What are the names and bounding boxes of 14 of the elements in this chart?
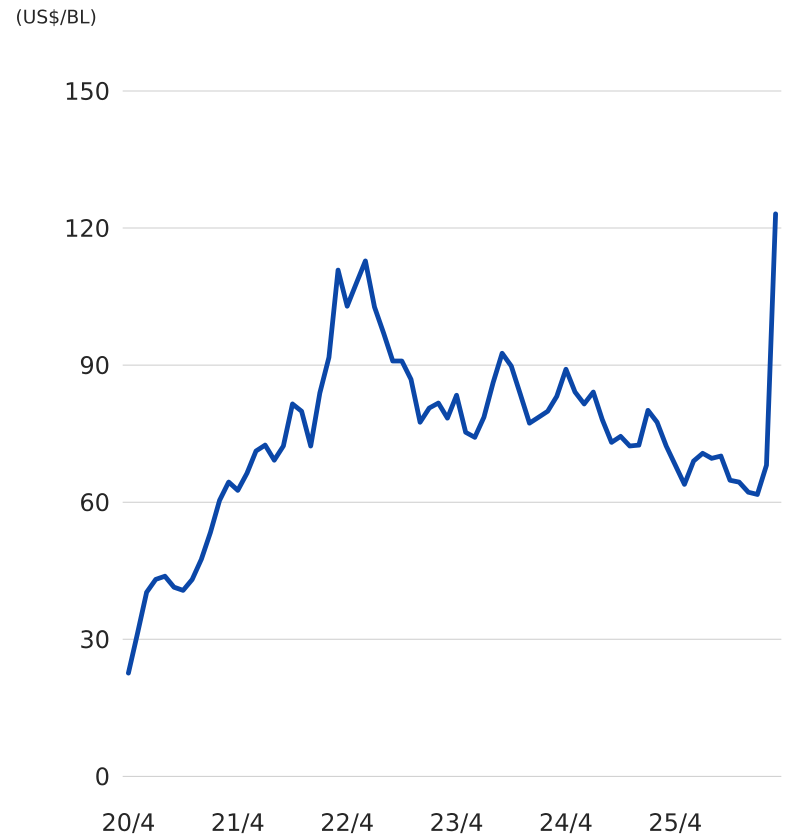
y-tick-label: 90 <box>80 356 108 374</box>
x-tick-label: 24/4 <box>540 813 592 834</box>
x-tick-label: 22/4 <box>322 813 373 834</box>
line-series <box>126 212 778 676</box>
x-tick-label: 21/4 <box>212 813 264 834</box>
y-tick-label: 0 <box>96 767 108 786</box>
x-tick-label: 20/4 <box>103 813 154 834</box>
y-tick-label: 60 <box>81 493 108 512</box>
y-tick-label: 30 <box>81 630 108 648</box>
x-tick-label: 23/4 <box>431 813 482 834</box>
y-tick-label: 120 <box>66 218 108 238</box>
x-tick-label: 25/4 <box>650 813 701 834</box>
y-tick-label: 150 <box>66 82 108 100</box>
y-axis-title: (US$/BL) <box>17 9 96 26</box>
